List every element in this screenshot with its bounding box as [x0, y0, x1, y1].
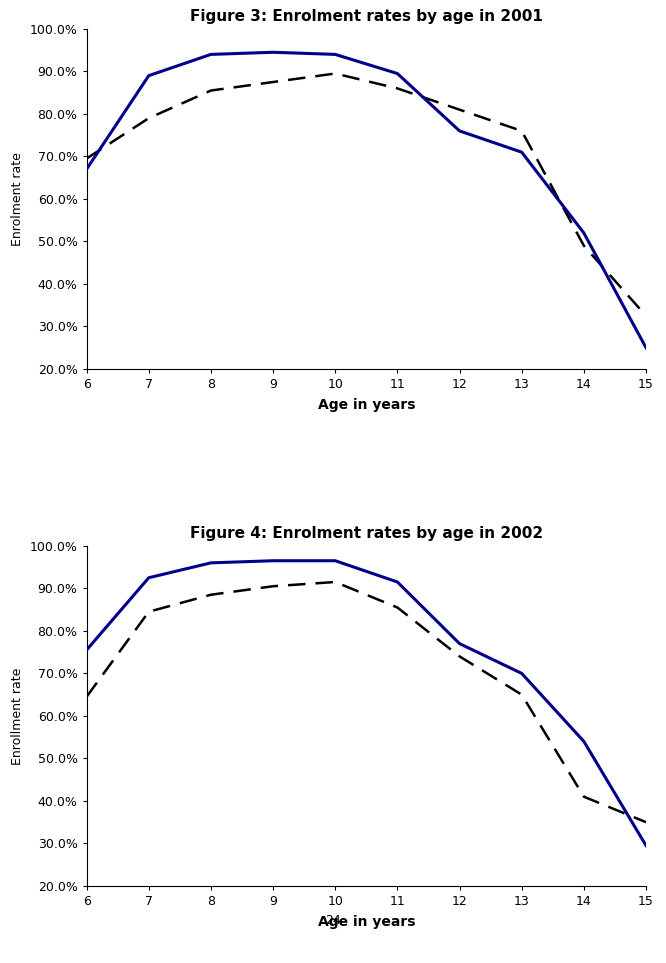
X-axis label: Age in years: Age in years [318, 398, 415, 412]
X-axis label: Age in years: Age in years [318, 915, 415, 929]
Title: Figure 3: Enrolment rates by age in 2001: Figure 3: Enrolment rates by age in 2001 [190, 9, 543, 23]
Y-axis label: Enrolment rate: Enrolment rate [11, 152, 24, 246]
Title: Figure 4: Enrolment rates by age in 2002: Figure 4: Enrolment rates by age in 2002 [190, 526, 543, 540]
Text: 24: 24 [325, 914, 341, 927]
Y-axis label: Enrollment rate: Enrollment rate [11, 667, 24, 765]
